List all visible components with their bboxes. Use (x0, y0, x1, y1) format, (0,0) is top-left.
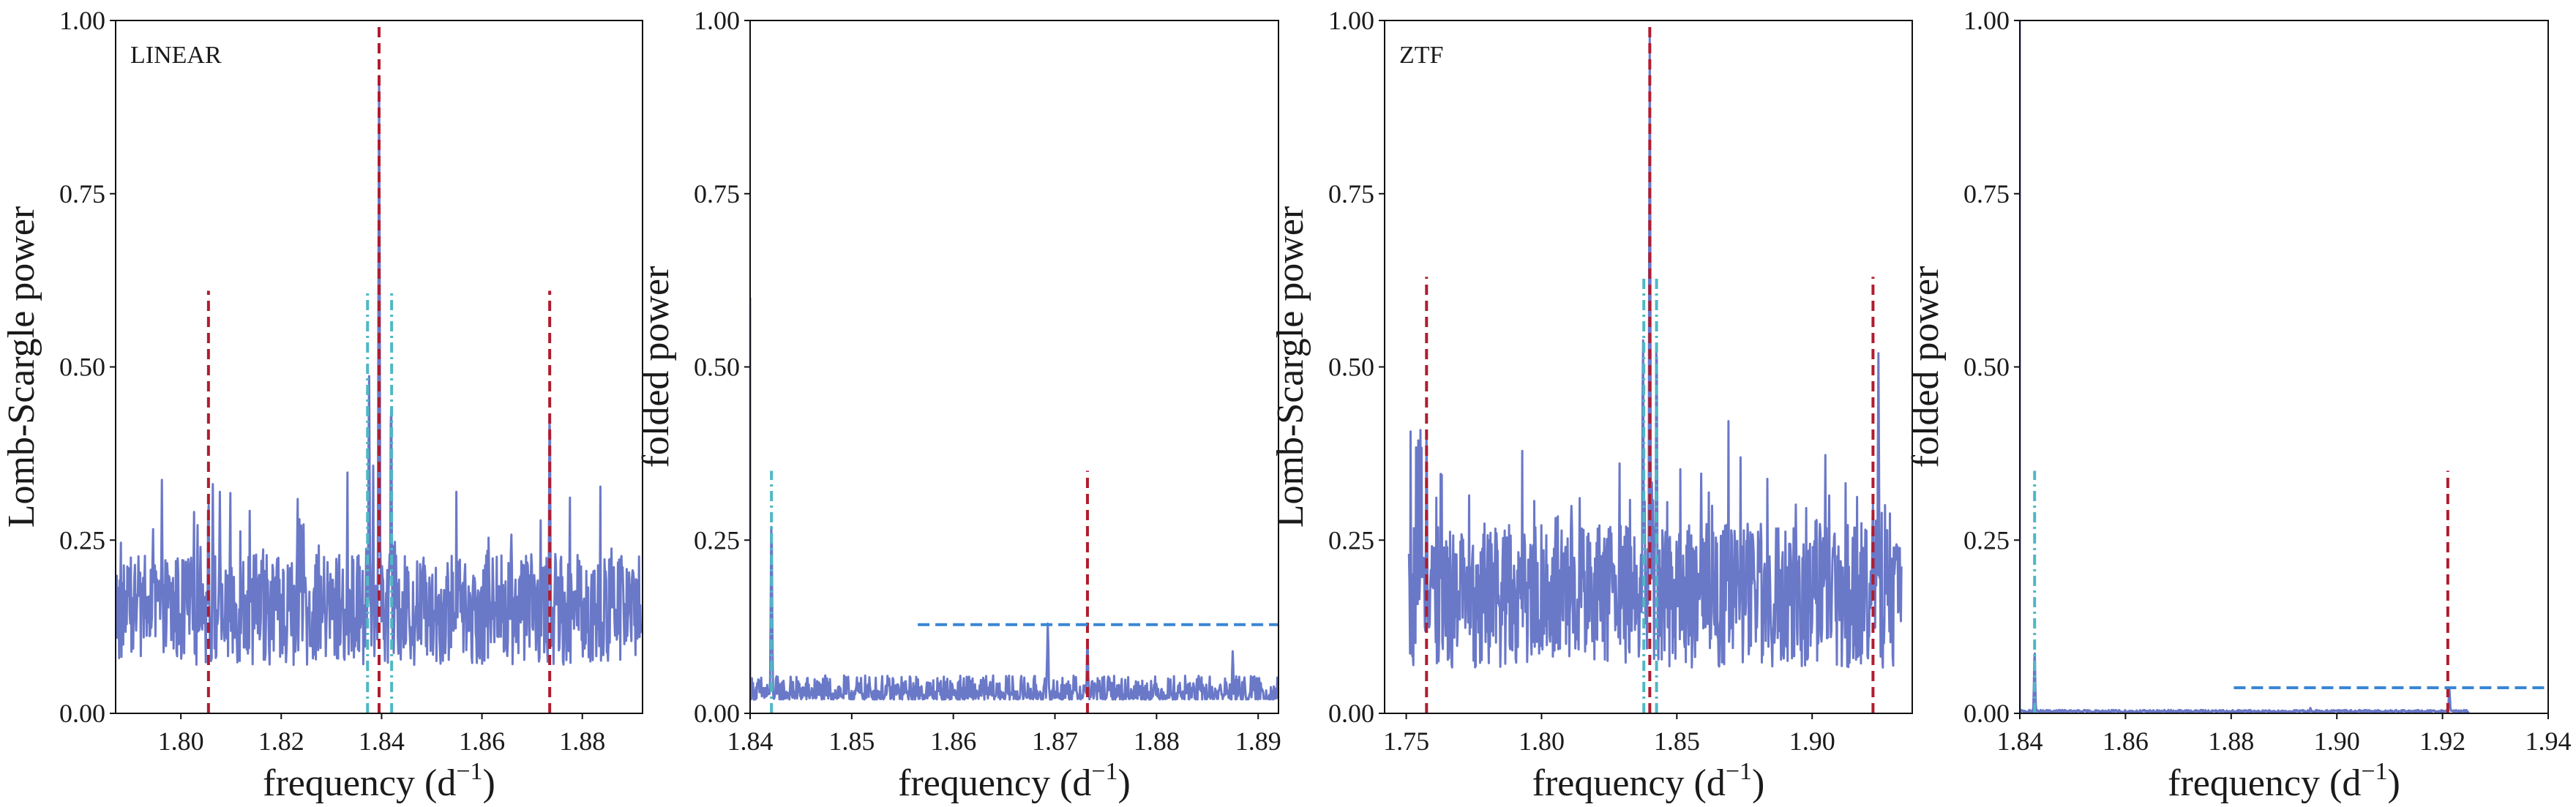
series-line-1 (2020, 20, 2470, 713)
y-tick-label: 0.50 (1328, 353, 1374, 382)
y-axis-label: Lomb-Scargle power (1, 206, 42, 528)
y-axis-label: folded power (635, 266, 677, 468)
x-tick-label: 1.89 (1235, 727, 1281, 756)
y-tick-label: 0.75 (59, 179, 105, 209)
x-tick-label: 1.86 (2103, 727, 2149, 756)
y-axis-label: Lomb-Scargle power (1270, 206, 1311, 528)
x-tick-label: 1.88 (1134, 727, 1180, 756)
y-tick-label: 0.00 (1328, 699, 1374, 728)
series-line-1 (750, 297, 1278, 701)
y-tick-label: 0.25 (694, 525, 740, 555)
x-tick-label: 1.90 (2314, 727, 2360, 756)
series-line-1 (1407, 36, 1903, 669)
y-axis-label: folded power (1905, 266, 1947, 468)
y-tick-label: 1.00 (59, 6, 105, 35)
y-tick-label: 0.75 (694, 179, 740, 209)
y-tick-label: 0.25 (1328, 525, 1374, 555)
x-tick-label: 1.84 (359, 727, 405, 756)
axes-frame (749, 20, 1279, 714)
x-tick-label: 1.86 (459, 727, 505, 756)
x-tick-label: 1.85 (828, 727, 875, 756)
axes-frame (2019, 20, 2549, 714)
y-tick-label: 0.50 (1963, 353, 2010, 382)
x-tick-label: 1.85 (1654, 727, 1700, 756)
x-tick-label: 1.84 (727, 727, 774, 756)
y-tick-label: 0.00 (1963, 699, 2010, 728)
x-tick-label: 1.82 (258, 727, 304, 756)
x-tick-label: 1.90 (1789, 727, 1835, 756)
chart-panel-3: 0.00 0.25 0.50 0.75 1.00 1.75 1.80 1.85 1.90 freq… (1270, 6, 1913, 804)
chart-panel-4: 0.00 0.25 0.50 0.75 1.00 1.84 1.86 1.88 1.90 1.92… (1905, 6, 2572, 804)
chart-panel-2: 0.00 0.25 0.50 0.75 1.00 1.84 1.85 1.86 1.87 1.88… (635, 6, 1281, 804)
x-axis-label: frequency (d−1) (2168, 758, 2400, 804)
x-tick-label: 1.84 (1997, 727, 2043, 756)
x-tick-label: 1.88 (2208, 727, 2254, 756)
x-axis-label: frequency (d−1) (898, 758, 1131, 804)
x-tick-label: 1.87 (1032, 727, 1078, 756)
y-tick-label: 0.00 (59, 699, 105, 728)
y-tick-label: 1.00 (1328, 6, 1374, 35)
x-tick-label: 1.75 (1383, 727, 1429, 756)
y-tick-label: 0.00 (694, 699, 740, 728)
y-tick-label: 0.50 (59, 353, 105, 382)
chart-panel-1: 0.00 0.25 0.50 0.75 1.00 1.80 1.82 1.84 1.86 1.88… (1, 6, 643, 804)
y-tick-label: 0.25 (1963, 525, 2010, 555)
x-tick-label: 1.80 (158, 727, 204, 756)
x-axis-label: frequency (d−1) (1532, 758, 1765, 804)
y-tick-label: 0.25 (59, 525, 105, 555)
y-tick-label: 0.50 (694, 353, 740, 382)
y-tick-label: 0.75 (1963, 179, 2010, 209)
y-tick-label: 0.75 (1328, 179, 1374, 209)
y-tick-label: 1.00 (1963, 6, 2010, 35)
x-tick-label: 1.92 (2419, 727, 2465, 756)
y-tick-label: 1.00 (694, 6, 740, 35)
x-tick-label: 1.80 (1519, 727, 1565, 756)
x-tick-label: 1.86 (930, 727, 976, 756)
x-axis-label: frequency (d−1) (263, 758, 495, 804)
x-tick-label: 1.94 (2526, 727, 2572, 756)
x-tick-label: 1.88 (559, 727, 605, 756)
panel-label: ZTF (1399, 42, 1443, 69)
panel-label: LINEAR (130, 42, 222, 69)
